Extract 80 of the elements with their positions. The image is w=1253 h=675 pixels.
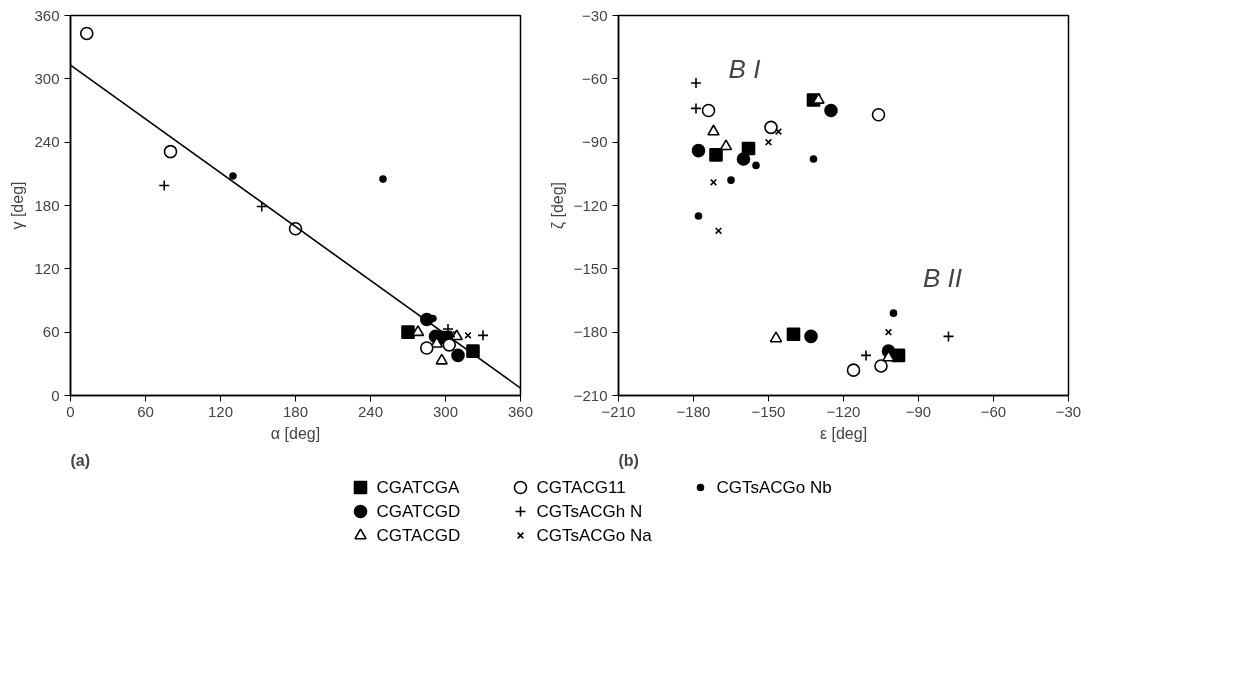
- point: [690, 77, 702, 89]
- x-tick-label: 120: [207, 402, 234, 420]
- point: [255, 200, 268, 213]
- point: [774, 127, 783, 136]
- point: [435, 353, 449, 365]
- point: [419, 341, 434, 355]
- point: [889, 309, 898, 317]
- point: [824, 103, 838, 118]
- point: [477, 329, 489, 342]
- legend-label: CGTsACGh N: [536, 502, 643, 521]
- x-tick-label: −30: [1055, 402, 1082, 420]
- point: [694, 212, 703, 220]
- point: [942, 330, 955, 343]
- x-tick-label: −60: [980, 402, 1007, 420]
- x-tick-label: −90: [905, 402, 932, 420]
- point: [442, 338, 457, 352]
- legend-label: CGTACGD: [376, 526, 461, 545]
- point: [701, 103, 716, 118]
- x-tick-label: −180: [676, 402, 711, 420]
- text: (b): [618, 451, 639, 469]
- point: [871, 107, 886, 122]
- y-tick-label: −30: [582, 6, 608, 24]
- x-tick-label: −120: [826, 402, 861, 420]
- text: (a): [70, 451, 91, 469]
- point: [79, 26, 94, 41]
- y-tick-label: −210: [573, 386, 608, 404]
- y-tick-label: 300: [34, 69, 60, 87]
- y-tick-label: −180: [573, 323, 608, 341]
- point: [769, 331, 783, 343]
- x-tick-label: 60: [137, 402, 154, 420]
- point: [451, 348, 465, 363]
- annotation: B II: [922, 262, 963, 293]
- y-tick-label: 180: [34, 196, 60, 214]
- point: [690, 102, 702, 115]
- point: [736, 152, 751, 166]
- point: [804, 329, 818, 344]
- point: [401, 325, 415, 339]
- x-tick-label: −150: [751, 402, 786, 420]
- legend-label: CGTsACGo Nb: [716, 478, 832, 497]
- y-tick-label: 240: [34, 133, 60, 151]
- y-tick-label: 360: [34, 6, 60, 24]
- x-tick-label: 180: [282, 402, 309, 420]
- y-tick-label: −60: [582, 69, 608, 87]
- y-tick-label: 120: [34, 259, 60, 277]
- y-tick-label: −150: [573, 259, 608, 277]
- point: [786, 327, 801, 342]
- point: [163, 144, 178, 159]
- x-tick-label: −210: [601, 402, 636, 420]
- point: [727, 176, 735, 184]
- y-tick-label: −90: [582, 133, 608, 151]
- point: [466, 344, 480, 358]
- x-axis-title: α [deg]: [270, 424, 321, 442]
- annotation: B I: [728, 53, 761, 84]
- point: [158, 179, 171, 192]
- legend-label: CGTsACGo Na: [536, 526, 653, 545]
- point: [860, 349, 872, 362]
- x-tick-label: 0: [66, 402, 75, 420]
- y-tick-label: −120: [573, 196, 608, 214]
- point: [752, 161, 760, 170]
- point: [809, 155, 818, 163]
- point: [874, 359, 888, 373]
- point: [691, 143, 706, 158]
- point: [764, 120, 778, 135]
- x-tick-label: 240: [357, 402, 384, 420]
- y-tick-label: 60: [42, 323, 60, 341]
- y-axis-title: γ [deg]: [9, 181, 27, 230]
- legend-label: CGATCGA: [376, 478, 460, 497]
- point: [379, 175, 387, 183]
- x-axis-title: ε [deg]: [819, 424, 868, 442]
- point: [846, 363, 861, 377]
- point: [229, 172, 237, 180]
- legend-label: CGATCGD: [376, 502, 461, 521]
- x-tick-label: 360: [507, 402, 534, 420]
- legend-label: CGTACG11: [536, 478, 626, 497]
- point: [709, 148, 723, 162]
- point: [707, 124, 720, 136]
- y-tick-label: 0: [51, 386, 60, 404]
- x-tick-label: 300: [432, 402, 459, 420]
- point: [719, 139, 733, 151]
- y-axis-title: ζ [deg]: [548, 181, 567, 230]
